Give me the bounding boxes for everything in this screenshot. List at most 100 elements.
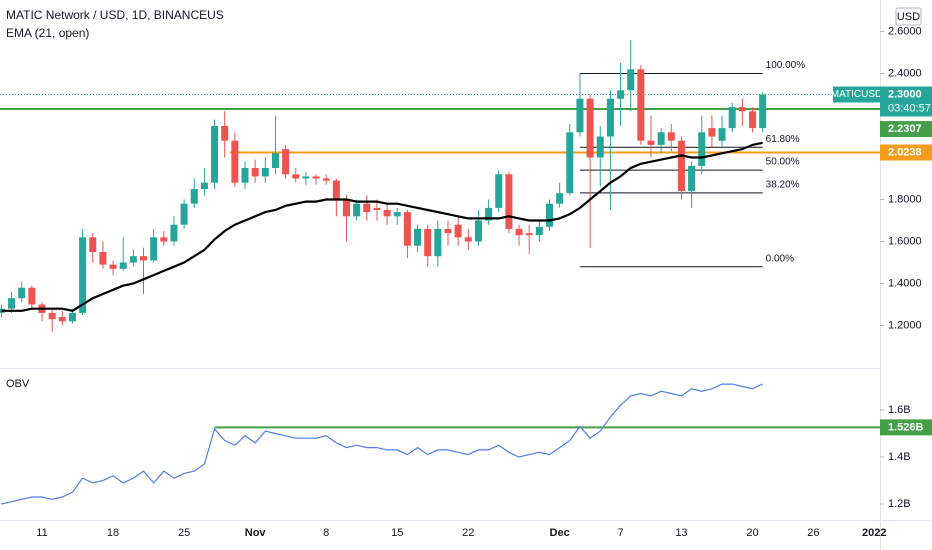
x-tick-label: 15 — [391, 527, 403, 539]
candle-body — [312, 176, 320, 179]
x-tick-label: 13 — [675, 527, 687, 539]
x-tick-label: Dec — [550, 527, 570, 539]
candle-body — [637, 69, 645, 141]
obv-line — [1, 383, 763, 505]
candle-body — [332, 180, 340, 200]
candle-body — [566, 132, 574, 194]
candle-body — [617, 90, 625, 99]
candle-body — [576, 98, 584, 133]
x-tick-label: 11 — [36, 527, 47, 539]
candle-body — [353, 203, 361, 217]
candle-body — [525, 233, 533, 236]
price-tag — [880, 86, 932, 117]
hline-tag — [880, 144, 932, 161]
y-tick-label: 1.4000 — [888, 277, 922, 289]
candle-body — [647, 140, 655, 145]
candle-body — [129, 256, 137, 263]
currency: USD — [897, 11, 920, 23]
symbol-tag — [833, 86, 880, 103]
candle-body — [485, 207, 493, 221]
candle-body — [606, 98, 614, 137]
y-tick-label: 1.6000 — [888, 235, 922, 247]
x-tick-label: 20 — [746, 527, 758, 539]
candle-body — [738, 107, 746, 112]
candle-body — [749, 111, 756, 129]
candle-body — [454, 224, 462, 238]
candle-body — [28, 287, 36, 305]
candle-body — [708, 128, 716, 137]
candle-body — [373, 207, 381, 210]
candle-body — [58, 317, 66, 322]
candle-body — [119, 262, 127, 269]
candle-body — [282, 149, 290, 175]
candle-body — [79, 237, 87, 313]
fib-label: 50.00% — [766, 157, 800, 168]
candle-body — [109, 264, 117, 269]
candle-body — [759, 94, 767, 129]
candle-body — [322, 178, 330, 181]
candle-body — [292, 174, 300, 179]
symbol-tag-label: MATICUSD — [831, 89, 882, 100]
indicator-label: EMA (21, open) — [6, 26, 89, 40]
candle-body — [424, 228, 432, 257]
chart-title: MATIC Network / USD, 1D, BINANCEUS — [6, 8, 224, 22]
candle-body — [718, 128, 726, 141]
candle-body — [505, 174, 513, 229]
candle-body — [688, 165, 696, 192]
candle-body — [180, 203, 188, 225]
candle-body — [667, 132, 675, 141]
candle-body — [444, 228, 452, 234]
candle-body — [68, 312, 76, 322]
price-tag-label: 2.3000 — [888, 88, 922, 100]
candle-body — [363, 203, 371, 213]
candle-body — [535, 226, 543, 236]
candle-body — [160, 237, 168, 242]
fib-label: 38.20% — [766, 180, 800, 191]
candle-body — [271, 153, 279, 168]
countdown-label: 03:40:57 — [888, 102, 931, 114]
candle-body — [698, 132, 706, 166]
candle-body — [414, 228, 422, 246]
candle-body — [586, 98, 594, 158]
x-tick-label: 26 — [807, 527, 819, 539]
candle-body — [231, 140, 239, 183]
x-tick-label: 22 — [462, 527, 474, 539]
candle-body — [18, 287, 26, 299]
candle-body — [515, 228, 523, 236]
candle-body — [556, 193, 564, 204]
candle-body — [627, 69, 635, 91]
x-tick-label: 25 — [178, 527, 190, 539]
hline-tag-label: 2.2307 — [888, 123, 922, 135]
candle-body — [464, 237, 472, 242]
candle-body — [403, 212, 411, 246]
x-tick-label: Nov — [245, 527, 267, 539]
candle-body — [546, 203, 553, 227]
candle-body — [474, 220, 482, 242]
candle-body — [434, 228, 442, 257]
candle-body — [89, 237, 97, 252]
candle-body — [677, 140, 685, 192]
hline-tag — [880, 121, 932, 138]
hline-tag-label: 2.0238 — [888, 146, 922, 158]
fib-label: 100.00% — [766, 60, 806, 71]
x-tick-label: 8 — [323, 527, 329, 539]
candle-body — [200, 182, 208, 189]
candle-body — [251, 168, 259, 177]
candle-body — [383, 210, 391, 217]
x-tick-label: 2022 — [862, 527, 886, 539]
hline-tag-label: 1.526B — [888, 421, 924, 433]
y-tick-label: 2.6000 — [888, 25, 922, 37]
y-tick-label: 1.2B — [888, 498, 911, 510]
candle-body — [343, 199, 350, 217]
candle-body — [8, 298, 16, 309]
candle-body — [302, 176, 310, 179]
currency-box[interactable] — [895, 7, 922, 26]
y-tick-label: 1.4B — [888, 451, 911, 463]
candle-body — [221, 126, 229, 141]
y-tick-label: 1.8000 — [888, 193, 922, 205]
y-tick-label: 1.2000 — [888, 319, 922, 331]
candle-body — [48, 312, 56, 320]
candle-body — [99, 252, 107, 265]
